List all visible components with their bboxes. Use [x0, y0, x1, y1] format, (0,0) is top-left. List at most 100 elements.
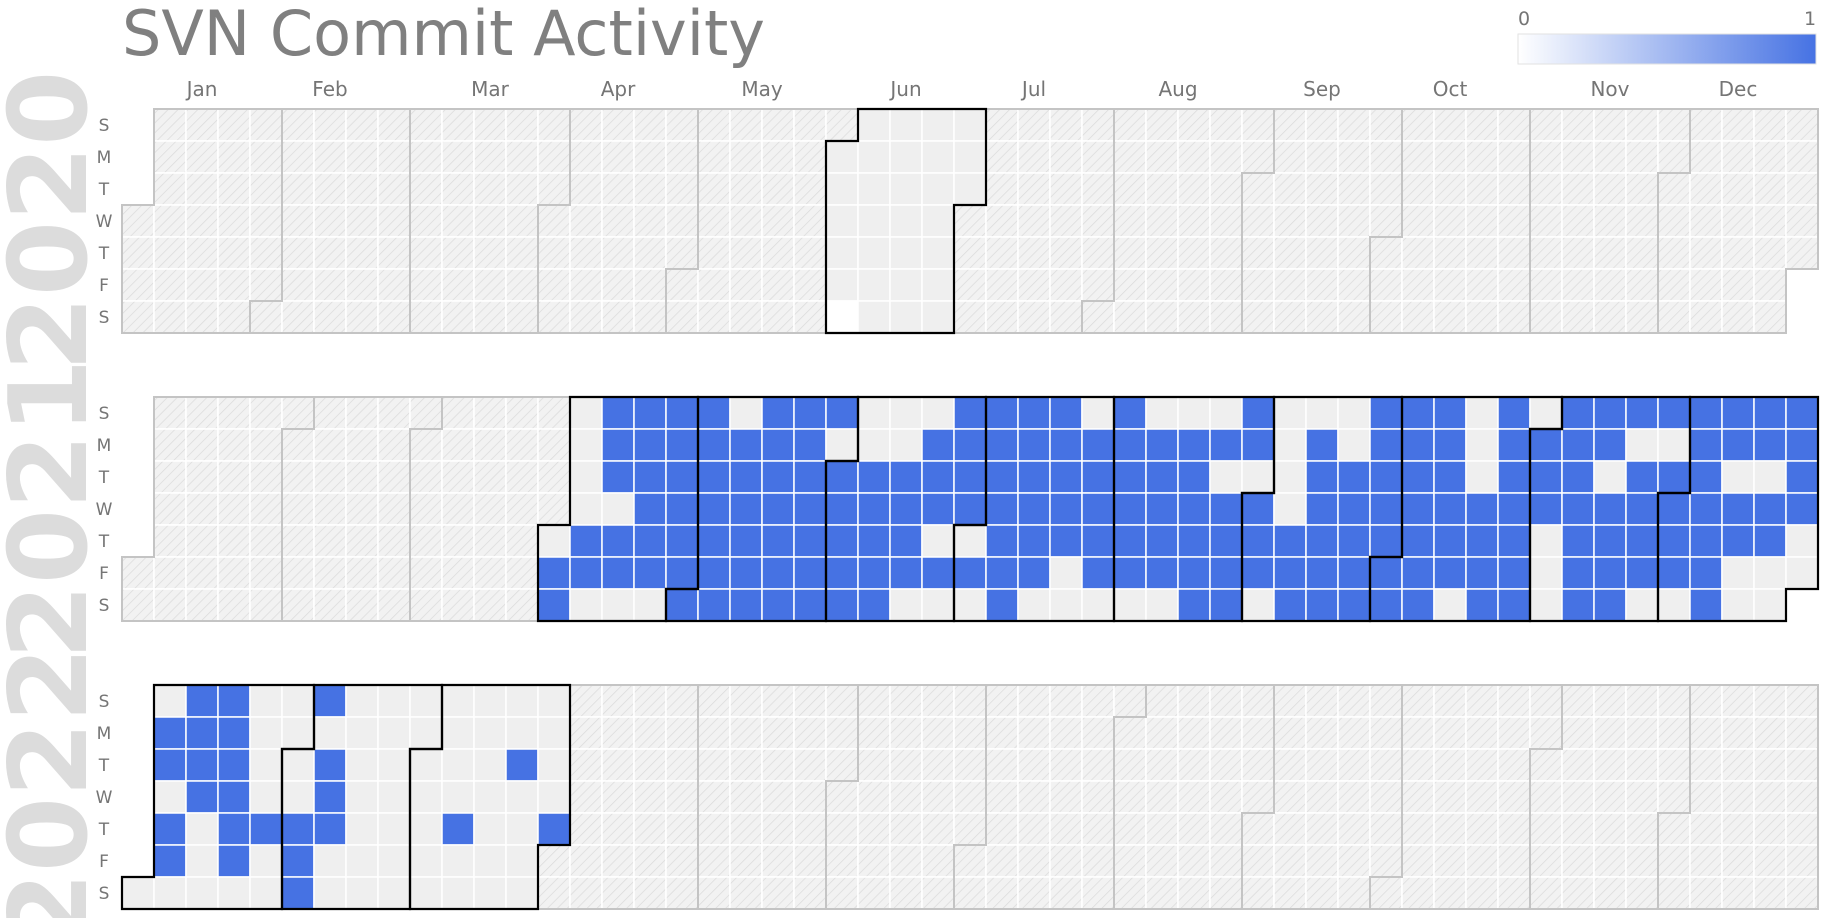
day-cell: [409, 236, 443, 270]
day-label: T: [98, 756, 110, 776]
day-cell: [1561, 524, 1595, 558]
day-cell: [441, 428, 475, 462]
day-cell: [761, 268, 795, 302]
day-cell: [1305, 460, 1339, 494]
day-cell: [1241, 204, 1275, 238]
day-cell: [377, 716, 411, 750]
day-cell: [409, 588, 443, 622]
month-label: Jan: [185, 77, 218, 101]
day-cell: [857, 588, 891, 622]
day-cell: [1625, 844, 1659, 878]
day-label: S: [99, 596, 110, 616]
day-cell: [953, 396, 987, 430]
day-cell: [665, 396, 699, 430]
day-cell: [1145, 428, 1179, 462]
day-cell: [601, 300, 635, 334]
day-cell: [1081, 748, 1115, 782]
day-cell: [505, 876, 539, 910]
day-cell: [793, 876, 827, 910]
day-cell: [761, 236, 795, 270]
day-cell: [921, 172, 955, 206]
day-cell: [249, 108, 283, 142]
day-cell: [505, 748, 539, 782]
day-cell: [729, 268, 763, 302]
day-cell: [665, 492, 699, 526]
day-cell: [473, 396, 507, 430]
day-cell: [953, 748, 987, 782]
day-cell: [697, 716, 731, 750]
day-cell: [985, 204, 1019, 238]
day-cell: [313, 748, 347, 782]
day-cell: [249, 684, 283, 718]
day-cell: [601, 588, 635, 622]
day-cell: [1241, 108, 1275, 142]
day-cell: [1689, 524, 1723, 558]
day-cell: [1337, 396, 1371, 430]
day-cell: [793, 172, 827, 206]
day-cell: [1337, 204, 1371, 238]
day-cell: [1625, 236, 1659, 270]
day-cell: [1593, 140, 1627, 174]
day-cell: [1721, 684, 1755, 718]
day-cell: [1433, 844, 1467, 878]
day-cell: [633, 428, 667, 462]
day-cell: [1049, 300, 1083, 334]
day-cell: [313, 556, 347, 590]
day-cell: [1465, 684, 1499, 718]
day-cell: [1209, 492, 1243, 526]
day-cell: [601, 268, 635, 302]
day-cell: [889, 684, 923, 718]
day-cell: [1337, 716, 1371, 750]
day-cell: [1657, 716, 1691, 750]
day-cell: [569, 204, 603, 238]
day-cell: [1529, 428, 1563, 462]
day-cell: [249, 524, 283, 558]
day-cell: [1753, 876, 1787, 910]
day-cell: [1017, 492, 1051, 526]
day-cell: [697, 140, 731, 174]
day-cell: [1273, 396, 1307, 430]
month-label: May: [741, 77, 783, 101]
day-cell: [1625, 588, 1659, 622]
day-cell: [1465, 780, 1499, 814]
day-cell: [121, 588, 155, 622]
day-cell: [1081, 460, 1115, 494]
day-cell: [473, 492, 507, 526]
day-cell: [185, 428, 219, 462]
day-cell: [889, 812, 923, 846]
day-cell: [1657, 140, 1691, 174]
day-cell: [377, 588, 411, 622]
day-cell: [185, 844, 219, 878]
day-cell: [153, 172, 187, 206]
day-cell: [1241, 748, 1275, 782]
day-cell: [665, 140, 699, 174]
day-cell: [1337, 748, 1371, 782]
day-cell: [729, 396, 763, 430]
day-cell: [409, 524, 443, 558]
day-cell: [217, 876, 251, 910]
day-cell: [1049, 492, 1083, 526]
day-cell: [409, 428, 443, 462]
day-cell: [665, 236, 699, 270]
day-cell: [1209, 780, 1243, 814]
day-cell: [1017, 780, 1051, 814]
day-cell: [1369, 748, 1403, 782]
day-cell: [313, 460, 347, 494]
day-cell: [1657, 428, 1691, 462]
day-cell: [921, 524, 955, 558]
day-cell: [345, 204, 379, 238]
day-cell: [1753, 108, 1787, 142]
day-cell: [793, 396, 827, 430]
day-cell: [1273, 716, 1307, 750]
day-cell: [1113, 748, 1147, 782]
day-cell: [1337, 684, 1371, 718]
day-cell: [1273, 460, 1307, 494]
day-cell: [1753, 396, 1787, 430]
day-cell: [473, 716, 507, 750]
day-cell: [1113, 684, 1147, 718]
day-cell: [1337, 876, 1371, 910]
day-cell: [1465, 844, 1499, 878]
day-cell: [1753, 236, 1787, 270]
day-cell: [1337, 428, 1371, 462]
day-cell: [1337, 556, 1371, 590]
